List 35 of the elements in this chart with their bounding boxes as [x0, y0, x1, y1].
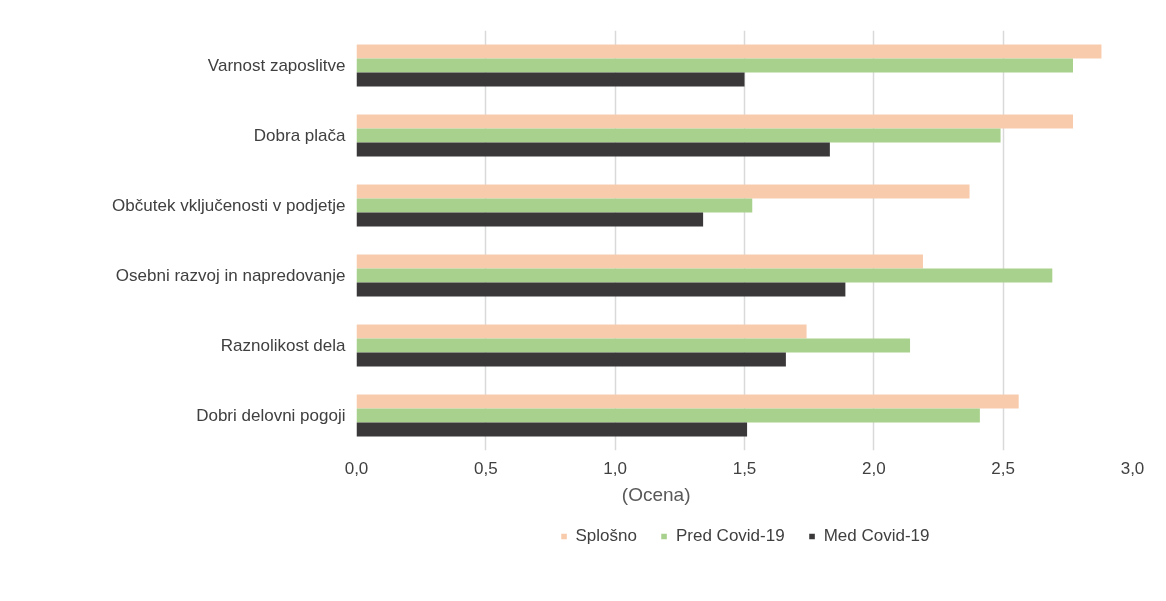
y-tick-label: Dobri delovni pogoji [196, 406, 346, 425]
y-tick-label: Dobra plača [253, 126, 347, 145]
x-tick-label: 2,5 [991, 458, 1015, 478]
y-tick-label: Raznolikost dela [220, 336, 347, 355]
y-tick-label: Občutek vključenosti v podjetje [112, 196, 346, 215]
x-tick-label: 3,0 [1120, 458, 1145, 478]
x-axis-title: (Ocena) [621, 484, 691, 505]
bar [356, 394, 1019, 409]
bar [356, 128, 1001, 143]
bar [356, 254, 923, 269]
bar [356, 282, 846, 297]
bar [356, 114, 1074, 129]
x-tick-label: 1,0 [603, 458, 627, 478]
legend-label: Med Covid-19 [823, 526, 930, 546]
x-tick-label: 1,5 [732, 458, 757, 478]
bar [356, 212, 704, 227]
bar [356, 408, 980, 423]
bar [356, 58, 1074, 73]
bar [356, 268, 1053, 283]
bar [356, 338, 911, 353]
bar [356, 324, 807, 339]
x-tick-label: 0,5 [474, 458, 498, 478]
bar [356, 72, 745, 87]
y-tick-label: Osebni razvoj in napredovanje [115, 266, 346, 285]
bar [356, 44, 1102, 59]
legend-label: Splošno [575, 526, 637, 546]
x-tick-label: 2,0 [862, 458, 886, 478]
bar [356, 142, 830, 157]
bar [356, 352, 786, 367]
legend-label: Pred Covid-19 [675, 526, 785, 546]
bar [356, 198, 753, 213]
bar [356, 422, 748, 437]
bar [356, 184, 970, 199]
x-tick-label: 0,0 [344, 458, 369, 478]
y-tick-label: Varnost zaposlitve [207, 56, 346, 75]
